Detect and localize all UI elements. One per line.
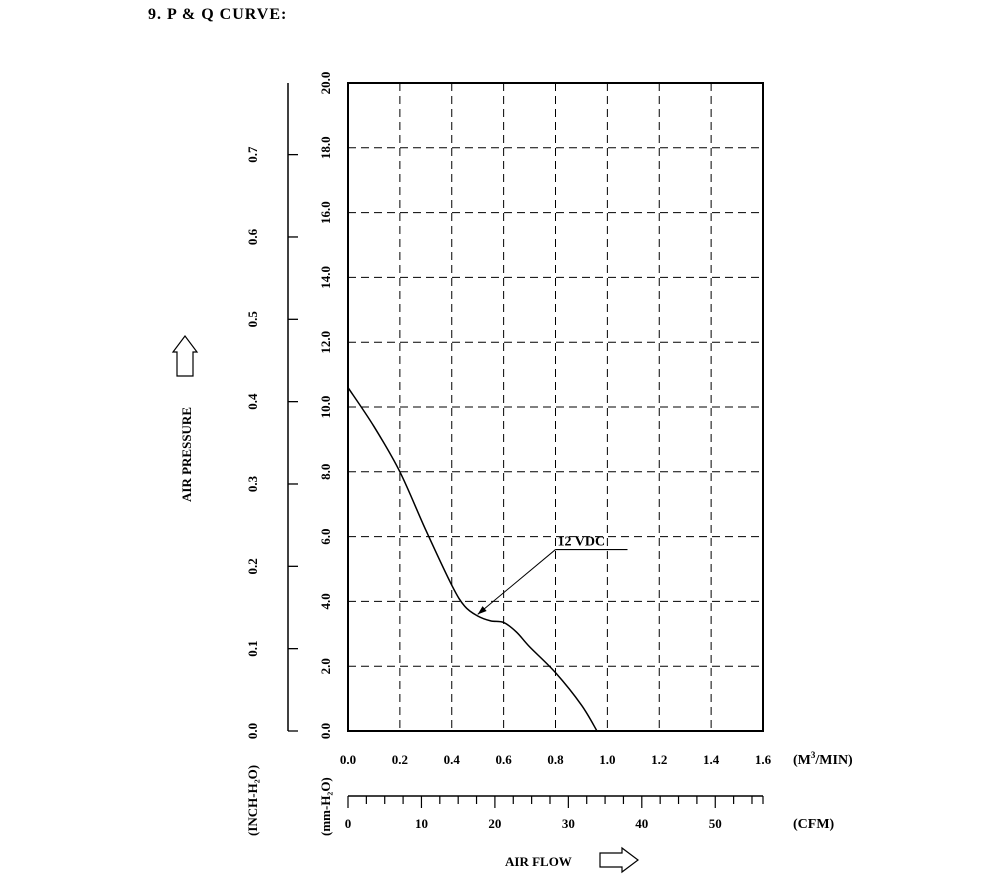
cfm-tick-label: 30 (562, 816, 575, 831)
x-tick-label: 0.0 (340, 752, 356, 767)
cfm-tick-label: 40 (635, 816, 648, 831)
y-tick-label: 6.0 (318, 528, 333, 544)
y-axis-tick-labels: 0.0 2.0 4.0 6.0 8.0 10.0 12.0 14.0 16.0 18.0 20.0 (318, 72, 333, 740)
inch-tick-label: 0.1 (245, 641, 260, 657)
y-tick-label: 12.0 (318, 331, 333, 354)
x-tick-label: 0.8 (547, 752, 564, 767)
cfm-axis-tick-labels: 0 10 20 30 40 50 (345, 816, 722, 831)
y-tick-label: 4.0 (318, 593, 333, 609)
cfm-tick-label: 50 (709, 816, 722, 831)
x-axis-tick-labels: 0.0 0.2 0.4 0.6 0.8 1.0 1.2 1.4 1.6 (340, 752, 772, 767)
inch-tick-label: 0.7 (245, 146, 260, 163)
cfm-tick-label: 20 (488, 816, 501, 831)
inch-tick-label: 0.3 (245, 475, 260, 492)
series-line-12vdc (347, 387, 598, 732)
inch-tick-label: 0.6 (245, 228, 260, 245)
cfm-unit-label: (CFM) (793, 817, 835, 832)
y-tick-label: 18.0 (318, 136, 333, 159)
right-arrow-icon (599, 846, 639, 874)
cfm-tick-label: 10 (415, 816, 428, 831)
page-title: 9. P & Q CURVE: (148, 6, 288, 23)
series-label-12vdc: 12 VDC (558, 535, 606, 550)
up-arrow-icon (171, 335, 199, 377)
inch-unit-label: (INCH-H₂O) (245, 765, 260, 836)
x-tick-label: 1.6 (755, 752, 772, 767)
inch-axis-tick-labels: 0.0 0.1 0.2 0.3 0.4 0.5 0.6 0.7 (245, 146, 260, 739)
y-axis-title: AIR PRESSURE (179, 407, 194, 502)
y-tick-label: 8.0 (318, 464, 333, 480)
inch-tick-label: 0.4 (245, 393, 260, 410)
cfm-tick-label: 0 (345, 816, 352, 831)
mm-unit-label: (mm-H₂O) (318, 777, 333, 836)
y-tick-label: 16.0 (318, 201, 333, 224)
y-tick-label: 2.0 (318, 658, 333, 674)
inch-axis-ticks (288, 153, 298, 732)
x-tick-label: 0.4 (444, 752, 461, 767)
y-tick-label: 14.0 (318, 266, 333, 289)
y-tick-label: 10.0 (318, 396, 333, 419)
y-tick-label: 20.0 (318, 72, 333, 95)
x-unit-label: (M3/MIN) (793, 750, 853, 768)
annotation-arrowhead (477, 606, 487, 615)
inch-tick-label: 0.5 (245, 311, 260, 328)
x-axis-title: AIR FLOW (505, 854, 572, 869)
inch-tick-label: 0.0 (245, 723, 260, 739)
x-tick-label: 1.2 (651, 752, 667, 767)
x-tick-label: 0.2 (392, 752, 408, 767)
grid-lines (348, 83, 763, 731)
inch-tick-label: 0.2 (245, 558, 260, 574)
y-tick-label: 0.0 (318, 723, 333, 739)
x-tick-label: 1.0 (599, 752, 615, 767)
x-tick-label: 0.6 (496, 752, 513, 767)
x-tick-label: 1.4 (703, 752, 720, 767)
annotation-leader-line (477, 549, 556, 615)
cfm-axis-ticks (347, 796, 764, 808)
